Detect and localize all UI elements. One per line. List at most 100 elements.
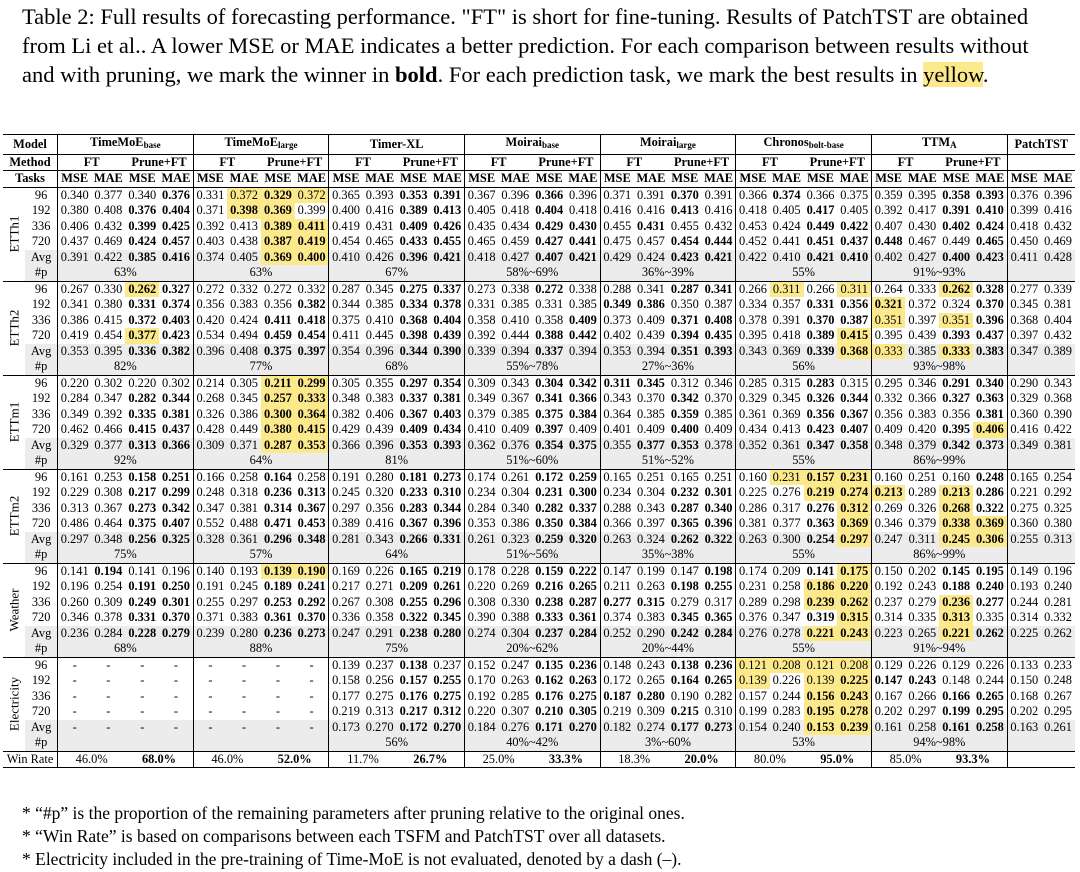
value-cell: 0.469	[1044, 234, 1072, 248]
value-cell: 0.366	[599, 516, 634, 532]
value-cell: 0.202	[1006, 704, 1042, 720]
value-cell: 0.424	[128, 234, 157, 248]
value-cell: 0.343	[735, 343, 770, 359]
value-cell: 0.367	[840, 406, 869, 421]
value-cell: 0.445	[365, 328, 394, 342]
value-cell: 0.400	[670, 422, 699, 436]
p-blank	[1006, 453, 1075, 469]
value-cell: 0.426	[362, 249, 397, 265]
value-cell: 0.327	[159, 280, 194, 297]
value-cell: 0.221	[1006, 485, 1042, 501]
value-cell: 0.265	[704, 673, 733, 687]
value-cell: 0.410	[769, 249, 804, 265]
value-cell: 0.280	[362, 468, 397, 485]
value-cell: 0.344	[328, 297, 363, 313]
value-cell: 0.360	[1006, 516, 1042, 532]
value-cell: 0.234	[463, 485, 499, 501]
header-prune-ft: Prune+FT	[939, 153, 1008, 171]
value-cell: 0.409	[501, 422, 530, 436]
value-cell: 0.388	[501, 610, 530, 624]
header-ft: FT	[192, 153, 261, 171]
task-label: 192	[31, 579, 51, 593]
value-cell: 0.396	[498, 186, 533, 203]
task-label: 96	[25, 374, 58, 391]
value-cell: 0.208	[769, 656, 804, 673]
value-cell: 0.340	[501, 500, 530, 515]
value-cell: 0.410	[463, 422, 499, 438]
value-cell: 0.372	[294, 186, 329, 203]
value-cell: 0.220	[125, 374, 160, 391]
value-cell: 0.396	[396, 249, 431, 265]
value-cell: 0.221	[939, 625, 974, 641]
value-cell: 0.439	[908, 328, 937, 342]
value-cell: 0.321	[870, 297, 906, 313]
value-cell: 0.148	[942, 673, 971, 687]
value-cell: 0.347	[192, 500, 228, 516]
value-cell: 0.240	[975, 579, 1004, 593]
value-cell: 0.371	[192, 610, 228, 626]
value-cell: -	[57, 688, 92, 704]
header-mae: MAE	[837, 170, 872, 187]
value-cell: 0.346	[57, 610, 92, 626]
header-mse: MSE	[1006, 170, 1042, 187]
value-cell: 0.400	[939, 249, 974, 265]
value-cell: 0.449	[230, 422, 258, 436]
caption-bold-word: bold	[395, 62, 438, 87]
header-mae: MAE	[1041, 170, 1075, 187]
header-mae: MAE	[227, 170, 261, 187]
value-cell: 0.289	[735, 594, 770, 610]
value-cell: -	[192, 719, 228, 735]
value-cell: 0.309	[463, 374, 499, 391]
win-rate-value: 46.0%	[192, 750, 261, 768]
value-cell: 0.419	[294, 234, 329, 250]
value-cell: 0.381	[735, 516, 770, 532]
value-cell: 0.381	[975, 406, 1004, 421]
value-cell: 0.326	[192, 406, 228, 422]
value-cell: 0.267	[328, 594, 363, 610]
value-cell: 0.343	[498, 374, 533, 391]
value-cell: 0.435	[704, 328, 733, 342]
value-cell: 0.394	[566, 343, 601, 359]
value-cell: 0.228	[125, 625, 160, 641]
value-cell: 0.332	[294, 280, 329, 297]
value-cell: 0.459	[501, 234, 530, 248]
value-cell: 0.178	[463, 562, 499, 579]
p-value: 20%~44%	[599, 641, 736, 657]
value-cell: 0.409	[637, 312, 665, 327]
value-cell: 0.423	[806, 422, 835, 436]
value-cell: 0.191	[328, 468, 363, 485]
value-cell: 0.324	[634, 531, 668, 547]
value-cell: 0.469	[94, 234, 123, 248]
value-cell: 0.375	[535, 406, 564, 421]
value-cell: 0.437	[975, 328, 1004, 342]
value-cell: 0.344	[433, 500, 462, 515]
p-blank	[1006, 641, 1075, 657]
value-cell: 0.334	[735, 297, 770, 313]
value-cell: 0.395	[942, 422, 971, 436]
value-cell: 0.342	[670, 391, 699, 405]
value-cell: 0.392	[192, 218, 228, 234]
value-cell: 0.272	[532, 280, 567, 297]
value-cell: -	[294, 719, 329, 735]
p-value: 57%	[192, 547, 329, 563]
task-label: 720	[31, 328, 51, 342]
value-cell: 0.405	[840, 203, 869, 217]
value-cell: 0.254	[94, 579, 123, 593]
header-mse: MSE	[125, 170, 160, 187]
value-cell: 0.140	[192, 562, 228, 579]
value-cell: 0.263	[735, 531, 770, 547]
value-cell: 0.396	[704, 516, 733, 530]
value-cell: -	[106, 688, 111, 703]
value-cell: 0.168	[1006, 688, 1042, 704]
value-cell: 0.265	[637, 673, 665, 687]
value-cell: 0.266	[803, 280, 838, 297]
header-model-label: Model	[3, 134, 58, 154]
value-cell: 0.355	[599, 437, 634, 453]
value-cell: 0.195	[803, 704, 838, 720]
value-cell: 0.359	[670, 406, 699, 421]
value-cell: 0.404	[1044, 312, 1072, 327]
value-cell: 0.226	[362, 562, 397, 579]
value-cell: 0.297	[908, 704, 937, 718]
value-cell: 0.387	[261, 234, 295, 250]
header-prune-ft: Prune+FT	[396, 153, 465, 171]
